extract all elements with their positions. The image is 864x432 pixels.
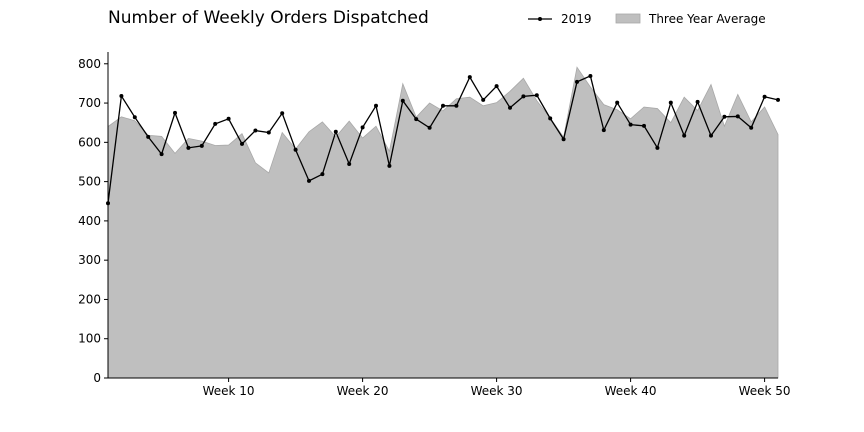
series-2019-point xyxy=(240,141,244,146)
series-2019-point xyxy=(280,111,285,116)
series-2019-point xyxy=(266,130,271,135)
series-2019-point xyxy=(776,97,780,102)
series-2019-point xyxy=(454,103,459,108)
series-2019-point xyxy=(307,178,311,183)
series-2019-point xyxy=(722,114,727,119)
y-tick-label: 500 xyxy=(78,175,101,189)
y-tick-label: 200 xyxy=(78,292,101,306)
series-three-year-average-area xyxy=(107,66,779,379)
series-2019-point xyxy=(467,75,472,80)
series-2019-point xyxy=(749,125,754,130)
x-tick-label: Week 50 xyxy=(739,384,791,398)
series-2019-point xyxy=(709,133,713,138)
series-2019-point xyxy=(132,115,137,120)
series-2019-point xyxy=(226,116,231,121)
series-2019-point xyxy=(561,137,566,142)
series-2019-point xyxy=(360,125,365,130)
series-2019-point xyxy=(400,98,405,103)
series-2019-point xyxy=(427,125,432,130)
series-2019-point xyxy=(173,110,177,115)
legend-three-year-average-label: Three Year Average xyxy=(648,12,766,26)
series-2019-point xyxy=(682,133,687,138)
x-tick-label: Week 40 xyxy=(605,384,657,398)
series-2019-point xyxy=(253,128,258,133)
series-2019-point xyxy=(695,99,700,104)
series-2019-point xyxy=(146,134,151,139)
legend-three-year-average-swatch xyxy=(615,13,641,24)
series-2019-point xyxy=(521,94,526,99)
chart-title: Number of Weekly Orders Dispatched xyxy=(108,8,429,28)
series-2019-point xyxy=(628,122,633,127)
series-2019-point xyxy=(588,73,593,78)
y-tick-label: 300 xyxy=(78,253,101,267)
series-2019-point xyxy=(762,94,767,99)
y-tick-label: 700 xyxy=(78,96,101,110)
series-2019-point xyxy=(199,143,204,148)
line-layer xyxy=(106,73,780,206)
series-2019-point xyxy=(534,93,539,98)
series-2019-point xyxy=(347,161,352,166)
y-tick-label: 400 xyxy=(78,214,101,228)
x-tick-label: Week 10 xyxy=(203,384,255,398)
series-2019-point xyxy=(642,123,646,128)
series-2019-point xyxy=(320,172,325,177)
axes-layer: 0 100 200 300 400 500 600 700 800 Week 10 Week 20 W… xyxy=(78,52,791,398)
series-2019-point xyxy=(293,147,298,152)
series-2019-point xyxy=(548,116,553,121)
legend-2019-marker xyxy=(538,17,542,21)
y-tick-label: 0 xyxy=(93,371,101,385)
series-2019-point xyxy=(159,152,164,157)
series-2019-point xyxy=(668,100,673,105)
series-2019-point xyxy=(508,105,512,110)
series-2019-point xyxy=(414,117,419,122)
series-2019-point xyxy=(441,103,445,108)
legend-2019-label: 2019 xyxy=(561,12,592,26)
y-tick-label: 600 xyxy=(78,135,101,149)
y-tick-label: 800 xyxy=(78,57,101,71)
x-tick-label: Week 20 xyxy=(337,384,389,398)
series-2019-point xyxy=(213,121,218,126)
series-2019-point xyxy=(655,145,660,150)
series-2019-point xyxy=(615,100,620,105)
series-2019-point xyxy=(481,97,486,102)
x-tick-label: Week 30 xyxy=(471,384,523,398)
series-2019-point xyxy=(186,145,191,150)
series-2019-point xyxy=(119,93,124,98)
legend: 2019 Three Year Average xyxy=(528,12,766,26)
series-2019-point xyxy=(374,103,378,108)
series-2019-point xyxy=(494,84,499,89)
series-2019-point xyxy=(333,129,338,134)
series-2019-point xyxy=(601,128,606,133)
y-tick-label: 100 xyxy=(78,332,101,346)
series-2019-point xyxy=(575,79,579,84)
series-2019-point xyxy=(735,114,740,119)
series-2019-point xyxy=(387,163,392,168)
area-layer xyxy=(107,66,779,379)
